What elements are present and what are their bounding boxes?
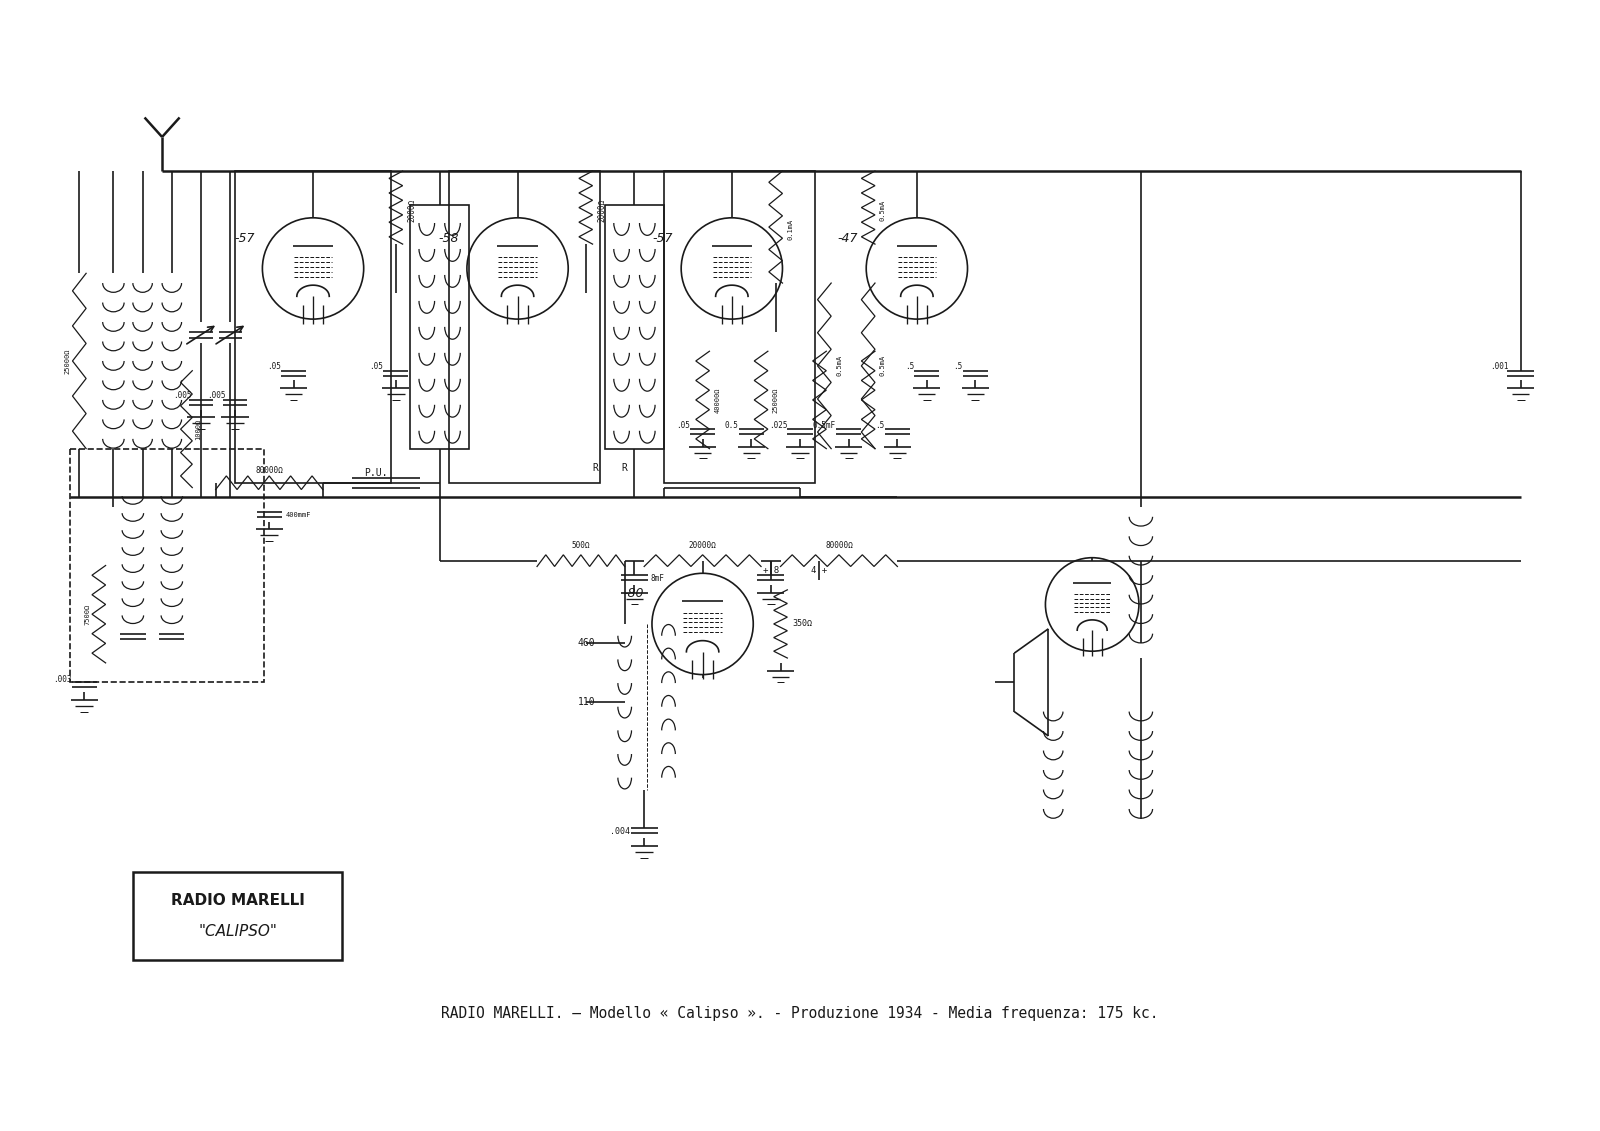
Bar (605, 205, 664, 449)
Text: .025: .025 (770, 421, 787, 430)
Text: .5: .5 (904, 362, 914, 371)
Text: 8mF: 8mF (651, 573, 666, 582)
Text: 0.5mA: 0.5mA (880, 199, 886, 221)
Text: + 8: + 8 (763, 566, 779, 575)
Text: -80: -80 (624, 587, 645, 601)
Text: .05: .05 (267, 362, 282, 371)
Text: R: R (622, 463, 627, 473)
Text: 110: 110 (578, 697, 595, 707)
Text: .004: .004 (610, 827, 629, 836)
Text: .5: .5 (875, 421, 885, 430)
Text: -58: -58 (438, 232, 459, 244)
Text: 0.5mA: 0.5mA (837, 355, 842, 377)
Text: 350Ω: 350Ω (792, 620, 813, 629)
Text: 0.5mA: 0.5mA (880, 355, 886, 377)
Text: 20000Ω: 20000Ω (688, 541, 717, 550)
Text: 500Ω: 500Ω (571, 541, 590, 550)
Text: 2000Ω: 2000Ω (408, 198, 416, 222)
Text: 25000Ω: 25000Ω (64, 348, 70, 373)
Text: 40000Ω: 40000Ω (714, 387, 720, 413)
Text: 7500Ω: 7500Ω (85, 604, 90, 624)
Text: .003: .003 (53, 675, 72, 684)
Text: .5: .5 (954, 362, 963, 371)
Bar (69, 449, 264, 682)
Text: .05: .05 (677, 421, 690, 430)
Text: P.U.: P.U. (365, 468, 389, 478)
Text: 25000Ω: 25000Ω (773, 387, 779, 413)
Text: 400mmF: 400mmF (286, 512, 312, 518)
Text: 0.1mA: 0.1mA (787, 219, 794, 240)
Text: 0.5: 0.5 (725, 421, 739, 430)
Text: .05: .05 (370, 362, 382, 371)
Text: .005: .005 (206, 390, 226, 399)
Bar (664, 171, 814, 483)
Text: R: R (592, 463, 598, 473)
Bar (411, 205, 469, 449)
Text: .001: .001 (1491, 362, 1509, 371)
Text: -47: -47 (838, 232, 859, 244)
Bar (235, 171, 390, 483)
Text: 2000Ω: 2000Ω (597, 198, 606, 222)
Text: 1000Ω: 1000Ω (195, 418, 202, 440)
Text: "CALIPSO": "CALIPSO" (198, 924, 277, 940)
Text: -57: -57 (234, 232, 254, 244)
Text: 4 +: 4 + (811, 566, 827, 575)
Text: -57: -57 (653, 232, 674, 244)
Text: 80000Ω: 80000Ω (826, 541, 853, 550)
Text: 80000Ω: 80000Ω (256, 466, 283, 475)
Text: RADIO MARELLI: RADIO MARELLI (171, 892, 304, 908)
Text: 0.5mF: 0.5mF (813, 421, 837, 430)
Bar (133, 872, 342, 960)
Text: 460: 460 (578, 638, 595, 648)
Text: .005: .005 (173, 390, 192, 399)
Text: RADIO MARELLI. — Modello « Calipso ». - Produzione 1934 - Media frequenza: 175 k: RADIO MARELLI. — Modello « Calipso ». - … (442, 1005, 1158, 1021)
Bar (450, 171, 600, 483)
